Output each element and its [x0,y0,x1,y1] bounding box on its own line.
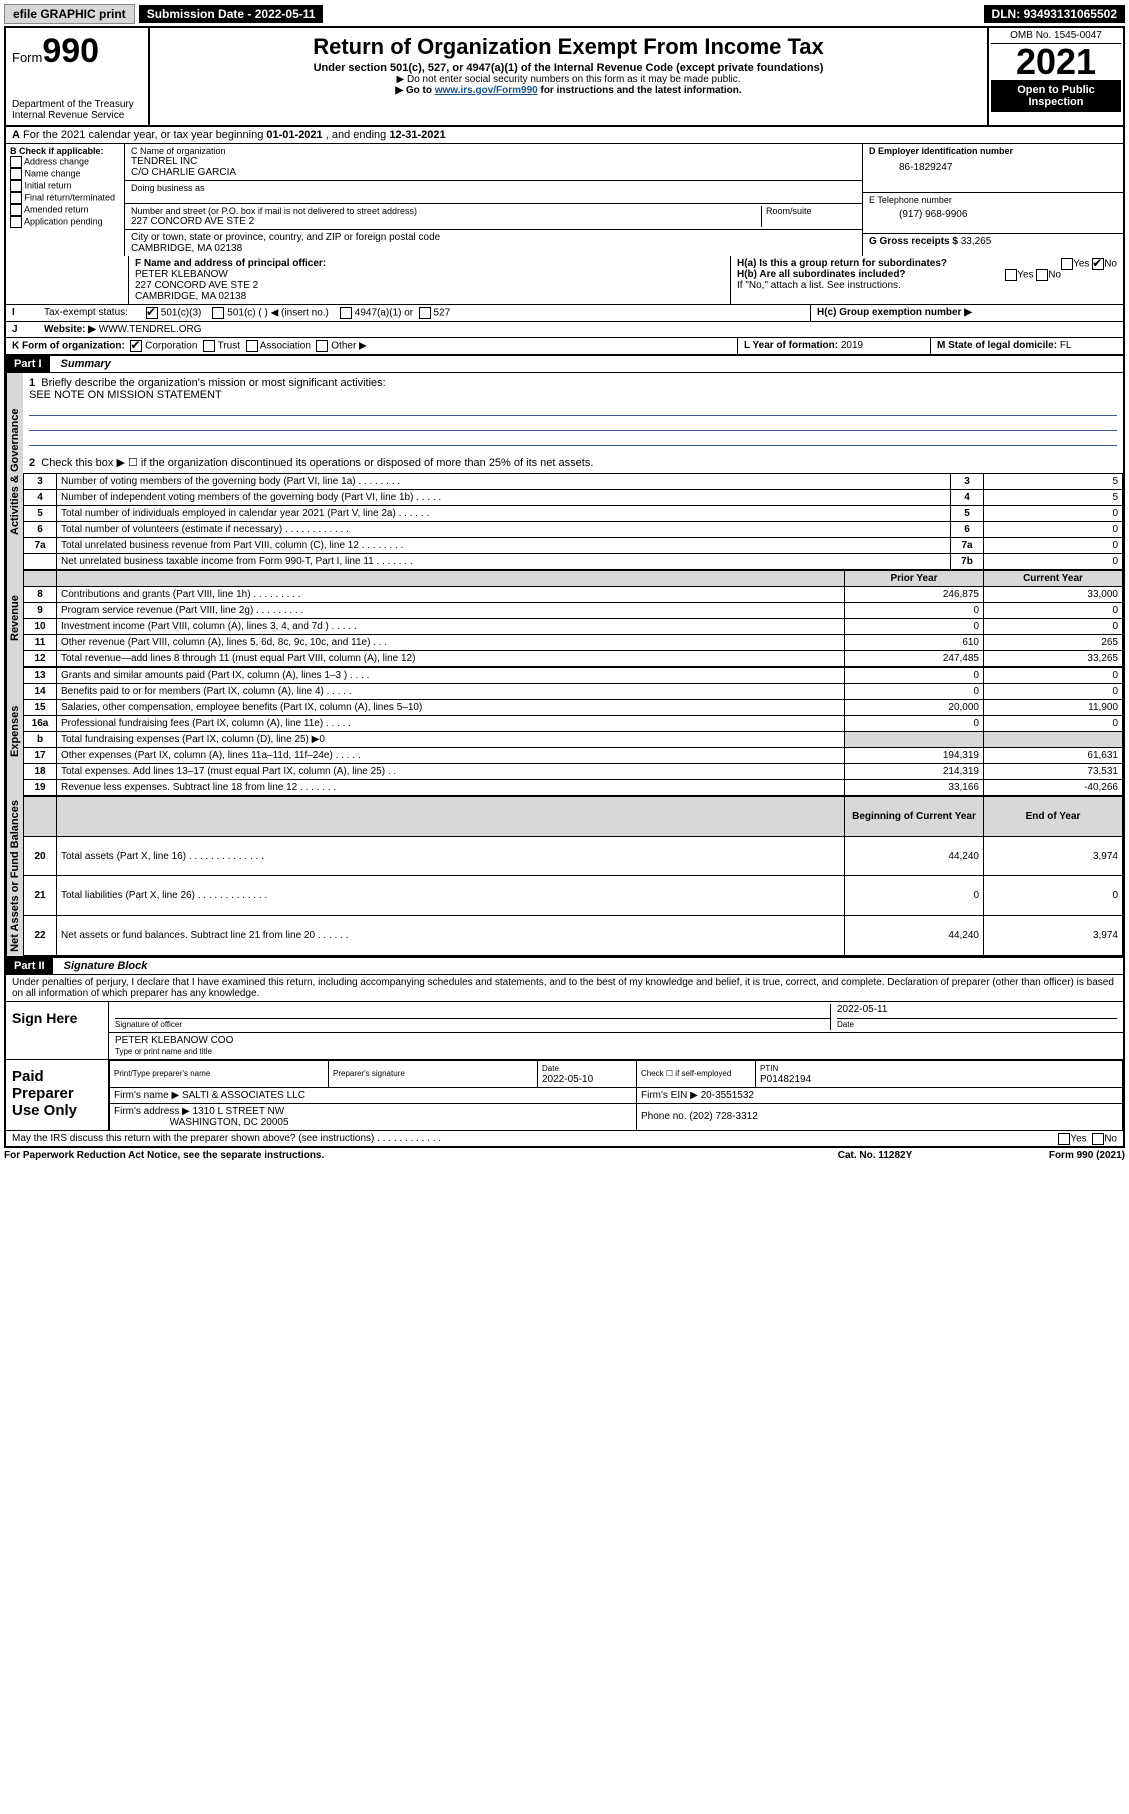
checkbox-amended[interactable] [10,204,22,216]
cb-501c[interactable] [212,307,224,319]
irs-link[interactable]: www.irs.gov/Form990 [435,85,538,96]
part2-title: Signature Block [56,960,148,972]
tab-net: Net Assets or Fund Balances [6,796,23,956]
part1-expenses: Expenses 13Grants and similar amounts pa… [6,667,1123,796]
expenses-table: 13Grants and similar amounts paid (Part … [23,667,1123,796]
part1: Part I Summary Activities & Governance 1… [4,356,1125,958]
checkbox-initial[interactable] [10,180,22,192]
header-right: OMB No. 1545-0047 2021 Open to Public In… [987,28,1123,125]
cb-assoc[interactable] [246,340,258,352]
header-sub2: ▶ Do not enter social security numbers o… [154,74,983,85]
row-f-h: F Name and address of principal officer:… [4,256,1125,305]
cb-527[interactable] [419,307,431,319]
sign-here-label: Sign Here [6,1002,108,1059]
header-left: Form990 Department of the Treasury Inter… [6,28,150,125]
declaration: Under penalties of perjury, I declare th… [6,975,1123,1002]
row-a-tax-year: A For the 2021 calendar year, or tax yea… [4,127,1125,144]
row-j: J Website: ▶ WWW.TENDREL.ORG [4,322,1125,338]
dln: DLN: 93493131065502 [984,5,1125,23]
hb-no[interactable] [1036,269,1048,281]
street-cell: Number and street (or P.O. box if mail i… [125,204,862,230]
tab-revenue: Revenue [6,570,23,667]
part1-governance: Activities & Governance 1 Briefly descri… [6,373,1123,570]
tel-cell: E Telephone number (917) 968-9906 [863,193,1123,234]
governance-table: 3Number of voting members of the governi… [23,473,1123,570]
paid-label: Paid Preparer Use Only [6,1060,108,1130]
checkbox-address[interactable] [10,156,22,168]
part1-hdr: Part I [6,356,50,372]
open-public: Open to Public Inspection [991,80,1121,112]
part1-revenue: Revenue Prior YearCurrent Year8Contribut… [6,570,1123,667]
header-sub1: Under section 501(c), 527, or 4947(a)(1)… [154,62,983,74]
org-name-cell: C Name of organization TENDREL INC C/O C… [125,144,862,181]
part1-net: Net Assets or Fund Balances Beginning of… [6,796,1123,956]
discuss-yes[interactable] [1058,1133,1070,1145]
cb-4947[interactable] [340,307,352,319]
form-footer: Form 990 (2021) [975,1150,1125,1161]
part2-hdr: Part II [6,958,53,974]
form-number: Form990 [12,32,142,71]
page-footer: For Paperwork Reduction Act Notice, see … [4,1148,1125,1163]
irs-label: Internal Revenue Service [12,110,142,121]
col-c-org: C Name of organization TENDREL INC C/O C… [125,144,862,256]
part1-title: Summary [53,358,111,370]
checkbox-name[interactable] [10,168,22,180]
tab-expenses: Expenses [6,667,23,796]
cb-501c3[interactable] [146,307,158,319]
row-k-l-m: K Form of organization: Corporation Trus… [4,338,1125,356]
discuss-row: May the IRS discuss this return with the… [6,1130,1123,1146]
part2: Part II Signature Block Under penalties … [4,958,1125,1148]
cb-other[interactable] [316,340,328,352]
sign-here-row: Sign Here Signature of officer 2022-05-1… [6,1002,1123,1059]
form-title: Return of Organization Exempt From Incom… [154,34,983,60]
checkbox-app[interactable] [10,216,22,228]
cb-trust[interactable] [203,340,215,352]
gross-cell: G Gross receipts $ 33,265 [863,234,1123,249]
header-mid: Return of Organization Exempt From Incom… [150,28,987,125]
col-d-right: D Employer identification number 86-1829… [862,144,1123,256]
check-b-column: B Check if applicable: Address change Na… [6,144,125,256]
ein-cell: D Employer identification number 86-1829… [863,144,1123,193]
discuss-no[interactable] [1092,1133,1104,1145]
ha-no[interactable] [1092,258,1104,270]
dept-treasury: Department of the Treasury [12,99,142,110]
hb-yes[interactable] [1005,269,1017,281]
submission-date: Submission Date - 2022-05-11 [139,5,324,23]
section-b-c-d: B Check if applicable: Address change Na… [4,144,1125,256]
revenue-table: Prior YearCurrent Year8Contributions and… [23,570,1123,667]
preparer-table: Print/Type preparer's name Preparer's si… [109,1060,1123,1130]
header-sub3: ▶ Go to www.irs.gov/Form990 for instruct… [154,85,983,96]
city-cell: City or town, state or province, country… [125,230,862,256]
cat-no: Cat. No. 11282Y [775,1150,975,1161]
net-table: Beginning of Current YearEnd of Year20To… [23,796,1123,956]
pra-notice: For Paperwork Reduction Act Notice, see … [4,1150,775,1161]
efile-button[interactable]: efile GRAPHIC print [4,4,135,24]
checkbox-final[interactable] [10,192,22,204]
paid-preparer-row: Paid Preparer Use Only Print/Type prepar… [6,1059,1123,1130]
cb-corp[interactable] [130,340,142,352]
form-header: Form990 Department of the Treasury Inter… [4,26,1125,127]
ha-yes[interactable] [1061,258,1073,270]
tab-governance: Activities & Governance [6,373,23,570]
row-i: I Tax-exempt status: 501(c)(3) 501(c) ( … [4,305,1125,322]
topbar: efile GRAPHIC print Submission Date - 20… [4,4,1125,24]
dba-cell: Doing business as [125,181,862,204]
tax-year: 2021 [991,44,1121,80]
